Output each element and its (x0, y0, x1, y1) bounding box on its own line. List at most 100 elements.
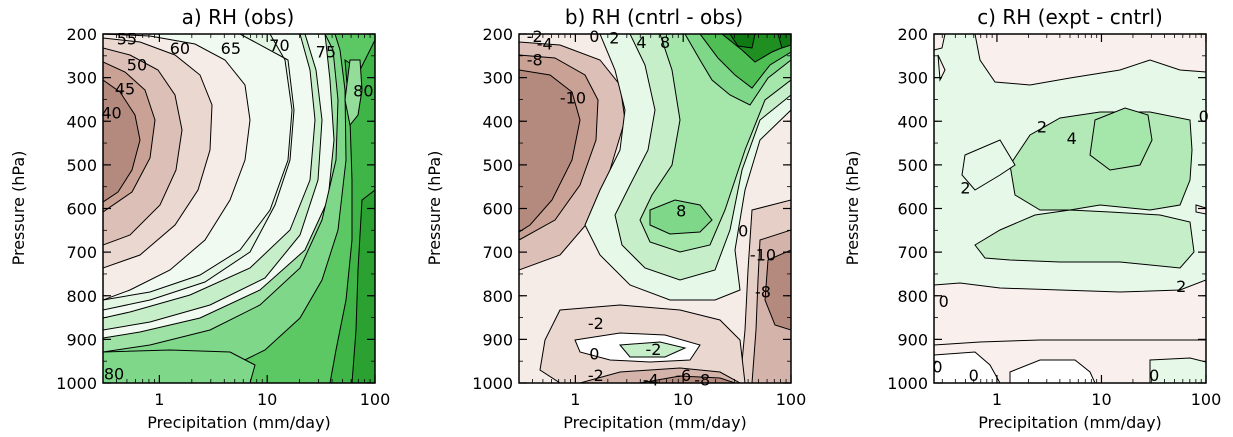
panel-a-contour-labels: 55 60 65 70 75 50 45 40 80 80 (101, 29, 373, 383)
panel-a-region-green-light (103, 34, 323, 331)
contour-label: 45 (115, 80, 135, 99)
y-tick-label: 500 (482, 156, 513, 175)
contour-label: 2 (960, 179, 970, 198)
panel-a: a) RH (obs) 55 60 65 70 75 50 45 40 80 80 200 300 4… (9, 5, 390, 432)
contour-label: -2 (588, 366, 604, 385)
contour-label: -2 (527, 27, 543, 46)
contour-label: -4 (537, 35, 553, 54)
panel-c-contour-labels: 0 2 4 2 0 2 0 0 0 (932, 107, 1208, 385)
y-tick-label: 400 (897, 112, 928, 131)
contour-label: -8 (694, 371, 710, 390)
y-tick-label: 800 (482, 287, 513, 306)
x-tick-label: 1 (154, 390, 164, 409)
panel-c-region-strong-green (1089, 107, 1153, 171)
contour-label: 75 (316, 42, 336, 61)
contour-label: 0 (738, 221, 748, 240)
panel-b-region-green-blob (649, 199, 713, 235)
contour-label: 70 (269, 36, 289, 55)
panel-c-ylabel: Pressure (hPa) (843, 151, 862, 266)
contour-label: -8 (527, 50, 543, 69)
contour-label: 55 (117, 29, 137, 48)
panel-c-region-left-blob (961, 139, 1016, 191)
panel-b-ylabel: Pressure (hPa) (425, 151, 444, 266)
contour-label: 4 (1067, 129, 1077, 148)
panel-c-region-top-white (974, 34, 1206, 86)
panel-b-region-lower-green (618, 341, 687, 358)
contour-label: 60 (170, 39, 190, 58)
contour-label: 4 (636, 33, 646, 52)
y-tick-label: 900 (897, 330, 928, 349)
contour-label: 0 (589, 344, 599, 363)
contour-label: 2 (1037, 117, 1047, 136)
panel-a-region-green-pale (103, 34, 295, 311)
y-tick-label: 800 (897, 287, 928, 306)
panel-c-region-bottom-blob (1009, 359, 1096, 383)
y-tick-label: 800 (66, 287, 97, 306)
panel-c-title: c) RH (expt - cntrl) (977, 5, 1163, 29)
contour-label: 80 (104, 364, 124, 383)
y-tick-label: 1000 (472, 374, 513, 393)
y-tick-label: 200 (482, 25, 513, 44)
contour-label: -10 (560, 88, 586, 107)
x-tick-label: 1 (992, 390, 1002, 409)
y-tick-label: 300 (66, 69, 97, 88)
contour-label: 0 (932, 357, 942, 376)
contour-label: 2 (1176, 277, 1186, 296)
contour-label: -10 (750, 245, 776, 264)
contour-label: 65 (221, 39, 241, 58)
y-tick-label: 900 (482, 330, 513, 349)
panel-c-region-right-notch (1195, 204, 1206, 215)
y-tick-label: 700 (66, 243, 97, 262)
panel-a-title: a) RH (obs) (182, 5, 295, 29)
y-tick-label: 1000 (56, 374, 97, 393)
contour-label: -2 (645, 340, 661, 359)
contour-label: 2 (609, 28, 619, 47)
panel-c-region-left-notch (937, 54, 946, 82)
y-tick-label: 400 (482, 112, 513, 131)
y-tick-label: 600 (66, 200, 97, 219)
y-tick-label: 400 (66, 112, 97, 131)
panel-a-region-green-strong (103, 34, 375, 383)
panel-b-title: b) RH (cntrl - obs) (565, 5, 743, 29)
panel-b-field (519, 34, 791, 383)
y-tick-label: 1000 (887, 374, 928, 393)
contour-label: 40 (101, 104, 121, 123)
panel-c-xlabel: Precipitation (mm/day) (978, 413, 1162, 432)
panel-b-region-green-dark-top (729, 34, 756, 49)
x-tick-label: 100 (360, 390, 391, 409)
panel-c-region-bottom-right (1149, 357, 1206, 383)
y-tick-label: 200 (897, 25, 928, 44)
contour-label: 0 (939, 292, 949, 311)
panel-a-region-green-bottom (103, 349, 256, 383)
contour-label: 8 (676, 202, 686, 221)
panel-b-region-bottom-dark (639, 375, 736, 383)
contour-label: 0 (1149, 366, 1159, 385)
x-tick-label: 1 (570, 390, 580, 409)
panel-a-region-green-top-right (344, 59, 363, 127)
contour-label: -8 (755, 282, 771, 301)
panel-b-xlabel: Precipitation (mm/day) (563, 413, 747, 432)
contour-label: 0 (589, 27, 599, 46)
panel-a-ticks: 200 300 400 500 600 700 800 900 1000 1 10 100 (56, 25, 390, 409)
panel-a-xlabel: Precipitation (mm/day) (147, 413, 331, 432)
panel-c-region-bottom-white (934, 351, 1001, 383)
contour-label: 0 (1199, 107, 1209, 126)
contour-label: 80 (353, 82, 373, 101)
y-tick-label: 300 (897, 69, 928, 88)
x-tick-label: 100 (776, 390, 807, 409)
y-tick-label: 600 (482, 200, 513, 219)
panel-b-region-green-dark-corner (777, 34, 791, 49)
panel-b: b) RH (cntrl - obs) (425, 5, 806, 432)
y-tick-label: 300 (482, 69, 513, 88)
panel-a-field (103, 34, 375, 383)
y-tick-label: 700 (897, 243, 928, 262)
panel-c-field (934, 34, 1206, 383)
y-tick-label: 600 (897, 200, 928, 219)
panel-a-region-green-deep (199, 34, 375, 383)
x-tick-label: 100 (1191, 390, 1222, 409)
contour-label: 50 (127, 56, 147, 75)
